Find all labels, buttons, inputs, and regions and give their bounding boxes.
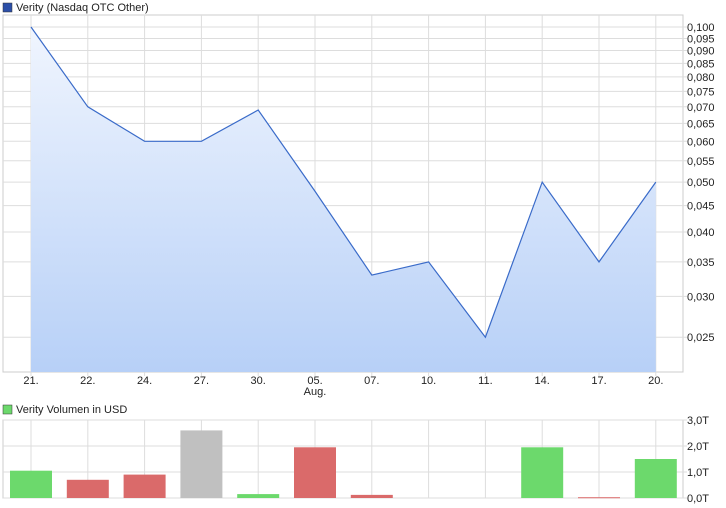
y-tick-label: 0,035 (687, 257, 715, 269)
x-tick-label: 14. (535, 375, 550, 387)
x-tick-label: 22. (80, 375, 95, 387)
x-tick-label: 05. (307, 375, 322, 387)
x-tick-label: 10. (421, 375, 436, 387)
y-tick-label: 0,050 (687, 177, 715, 189)
volume-bar (237, 494, 280, 498)
volume-bar (123, 474, 166, 498)
y-tick-label: 0,055 (687, 156, 715, 168)
y-tick-label: 0,085 (687, 58, 715, 70)
volume-legend: Verity Volumen in USD (16, 404, 127, 416)
y-tick-label: 0,065 (687, 118, 715, 130)
price-legend: Verity (Nasdaq OTC Other) (16, 2, 149, 14)
volume-plot-area (2, 419, 684, 499)
price-area (31, 26, 656, 373)
volume-bar (634, 459, 677, 498)
x-tick-label: 20. (648, 375, 663, 387)
volume-bar (578, 497, 620, 499)
x-tick-label: 07. (364, 375, 379, 387)
y-tick-label: 0,060 (687, 136, 715, 148)
volume-y-tick-label: 1,0T (687, 467, 709, 479)
volume-bar (66, 479, 109, 498)
volume-bar (521, 447, 564, 498)
y-tick-label: 0,090 (687, 46, 715, 58)
x-tick-label: 27. (194, 375, 209, 387)
price-line (30, 26, 657, 339)
y-tick-label: 0,095 (687, 33, 715, 45)
volume-bar (294, 447, 336, 498)
x-tick-sublabel: Aug. (304, 386, 327, 398)
y-tick-label: 0,040 (687, 227, 715, 239)
x-tick-label: 21. (23, 375, 38, 387)
y-tick-label: 0,075 (687, 86, 715, 98)
volume-y-tick-label: 0,0T (687, 493, 709, 505)
x-tick-label: 30. (251, 375, 266, 387)
y-tick-label: 0,045 (687, 201, 715, 213)
volume-bar (180, 430, 223, 498)
volume-y-tick-label: 2,0T (687, 441, 709, 453)
y-tick-label: 0,030 (687, 291, 715, 303)
volume-bar (10, 470, 52, 498)
x-tick-label: 11. (478, 375, 492, 387)
volume-y-tick-label: 3,0T (687, 415, 709, 427)
price-legend-swatch (2, 2, 13, 13)
y-tick-label: 0,070 (687, 102, 715, 114)
y-tick-label: 0,080 (687, 72, 715, 84)
x-tick-label: 17. (591, 375, 606, 387)
y-tick-label: 0,025 (687, 332, 715, 344)
x-tick-label: 24. (137, 375, 152, 387)
volume-legend-swatch (2, 404, 13, 415)
volume-bar (350, 494, 393, 498)
y-tick-label: 0,100 (687, 22, 715, 34)
